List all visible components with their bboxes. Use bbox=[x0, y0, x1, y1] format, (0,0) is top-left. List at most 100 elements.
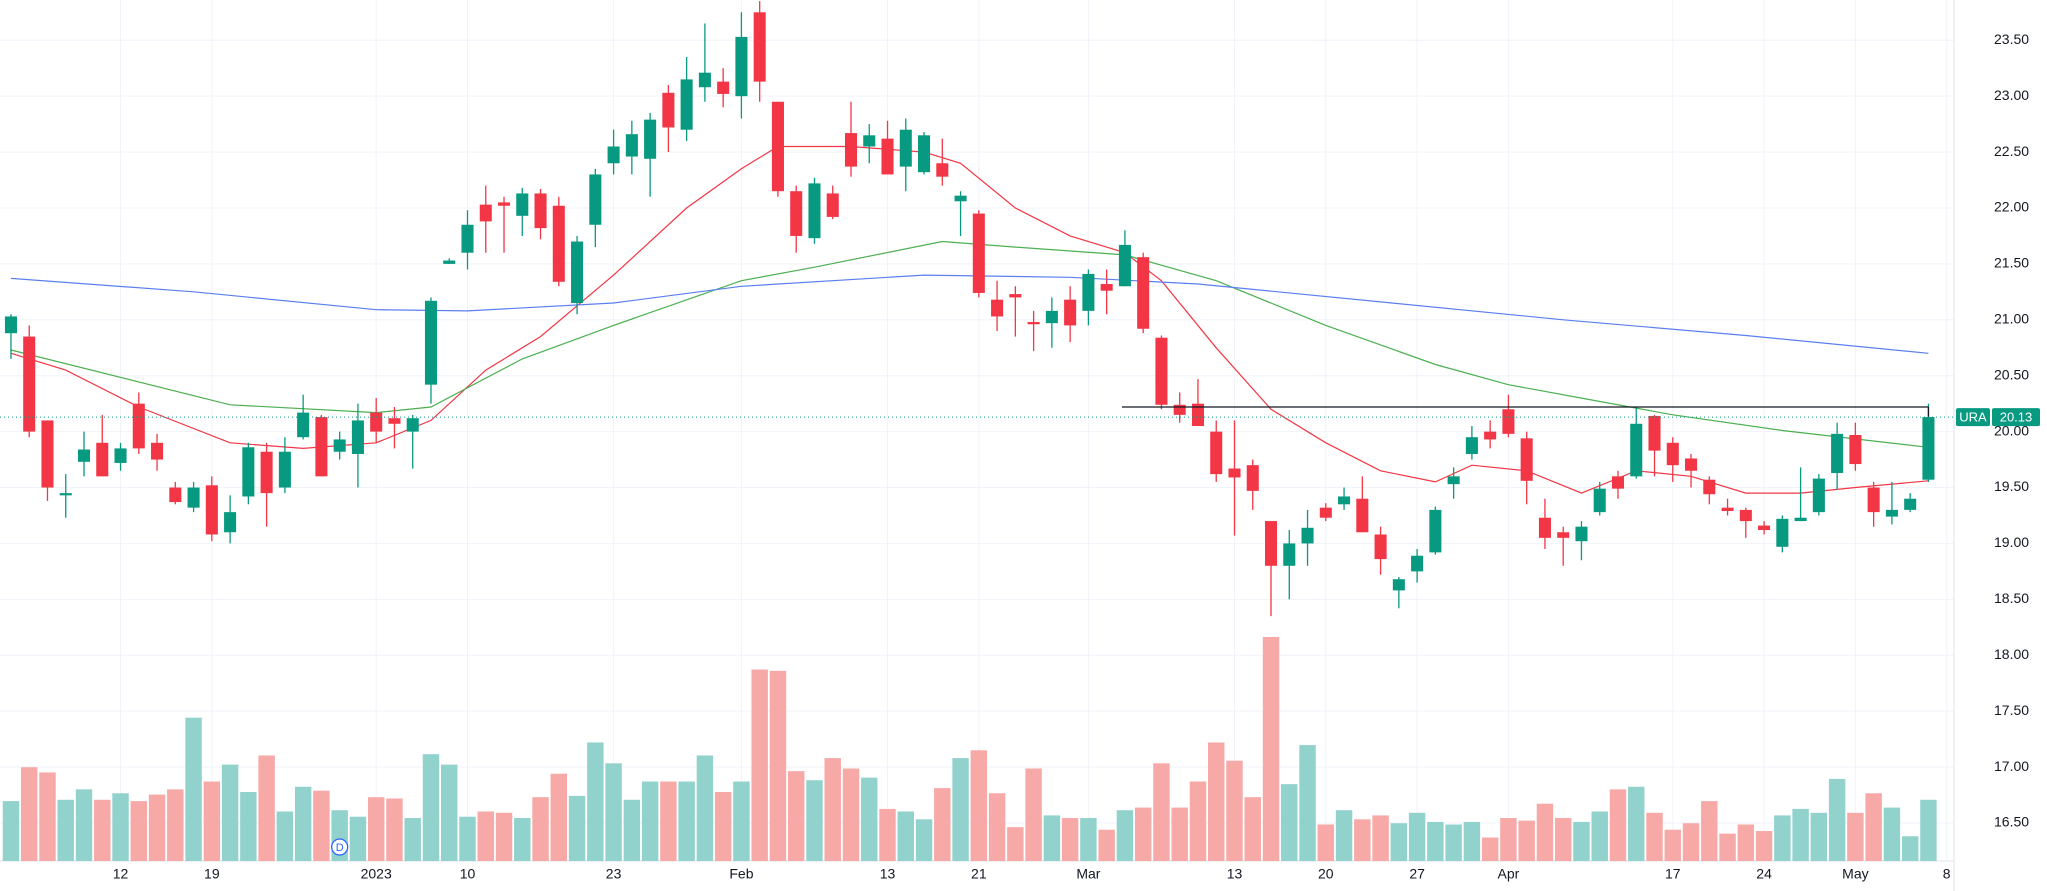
candle-body bbox=[1155, 337, 1168, 405]
candle-body bbox=[1484, 431, 1497, 440]
volume-bar bbox=[349, 816, 367, 861]
candle-body bbox=[972, 213, 985, 293]
candle-body bbox=[1465, 437, 1478, 454]
volume-bar bbox=[21, 767, 38, 861]
candle-body bbox=[388, 418, 401, 424]
candle-body bbox=[205, 485, 218, 535]
volume-bar bbox=[1755, 831, 1773, 861]
x-tick-label: 17 bbox=[1665, 866, 1681, 882]
volume-bar bbox=[1901, 836, 1919, 861]
candle-body bbox=[589, 174, 602, 225]
y-tick-label: 21.50 bbox=[1994, 255, 2029, 271]
volume-bar bbox=[842, 768, 860, 861]
x-tick-label: 21 bbox=[971, 866, 987, 882]
volume-bar bbox=[94, 799, 111, 861]
candle-body bbox=[1045, 310, 1058, 324]
candle-body bbox=[41, 420, 54, 488]
volume-bar bbox=[1628, 786, 1645, 861]
candle-body bbox=[698, 72, 711, 88]
x-tick-label: 13 bbox=[880, 866, 896, 882]
volume-bar bbox=[1445, 824, 1462, 861]
candle-body bbox=[1611, 476, 1625, 489]
candle-body bbox=[424, 300, 438, 385]
volume-bar bbox=[1171, 807, 1188, 861]
volume-bar bbox=[221, 764, 239, 861]
volume-bar bbox=[1810, 812, 1828, 861]
volume-bar bbox=[57, 799, 74, 861]
y-tick-label: 17.50 bbox=[1994, 702, 2029, 718]
volume-bar bbox=[641, 781, 659, 861]
candle-body bbox=[1648, 415, 1661, 451]
volume-bar bbox=[148, 794, 166, 861]
volume-bar bbox=[477, 811, 494, 861]
x-tick-label: 13 bbox=[1227, 866, 1243, 882]
candle-body bbox=[297, 412, 310, 438]
candle-body bbox=[863, 135, 876, 147]
x-tick-label: 10 bbox=[460, 866, 476, 882]
candle-body bbox=[1027, 322, 1040, 325]
volume-bar bbox=[1664, 829, 1681, 861]
symbol-tag-text: URA bbox=[1959, 410, 1987, 425]
candle-body bbox=[1593, 488, 1606, 513]
candle-body bbox=[370, 412, 383, 432]
volume-bar bbox=[1865, 793, 1882, 861]
candle-body bbox=[315, 417, 328, 477]
candle-body bbox=[1210, 431, 1223, 475]
volume-bar bbox=[660, 781, 677, 861]
y-tick-label: 21.00 bbox=[1994, 311, 2029, 327]
candle-body bbox=[680, 79, 693, 130]
y-tick-label: 20.50 bbox=[1994, 366, 2029, 382]
candle-body bbox=[644, 119, 657, 159]
candle-body bbox=[1429, 509, 1442, 553]
candle-body bbox=[625, 134, 638, 157]
x-tick-label: 19 bbox=[204, 866, 220, 882]
dividend-marker-label: D bbox=[336, 842, 344, 854]
candle-body bbox=[1301, 527, 1314, 544]
candle-body bbox=[1538, 517, 1551, 538]
candle-body bbox=[260, 451, 273, 494]
volume-bar bbox=[1774, 815, 1791, 861]
volume-bar bbox=[1828, 778, 1846, 861]
candle-body bbox=[443, 260, 456, 264]
candle-body bbox=[1758, 525, 1771, 531]
x-tick-label: May bbox=[1842, 866, 1868, 882]
candle-body bbox=[1137, 257, 1150, 329]
volume-bar bbox=[112, 793, 129, 861]
volume-bar bbox=[1354, 819, 1371, 861]
candle-body bbox=[1630, 423, 1643, 477]
candle-body bbox=[717, 81, 730, 94]
candle-body bbox=[1411, 555, 1424, 572]
candle-body bbox=[1502, 409, 1515, 434]
candle-body bbox=[1721, 507, 1734, 512]
volume-bar bbox=[1025, 768, 1042, 861]
volume-bar bbox=[623, 799, 641, 861]
candle-body bbox=[4, 316, 17, 334]
candle-body bbox=[77, 449, 91, 462]
y-tick-label: 22.50 bbox=[1994, 143, 2029, 159]
x-tick-label: 20 bbox=[1318, 866, 1334, 882]
candle-body bbox=[1082, 273, 1095, 311]
volume-bar bbox=[1883, 807, 1901, 861]
candle-body bbox=[1064, 299, 1077, 326]
candle-body bbox=[96, 442, 109, 477]
candle-body bbox=[1739, 509, 1752, 522]
volume-bar bbox=[313, 790, 330, 861]
volume-bar bbox=[550, 773, 568, 861]
volume-bar bbox=[495, 812, 513, 861]
volume-bar bbox=[751, 669, 768, 861]
volume-bar bbox=[769, 670, 787, 861]
volume-bar bbox=[1335, 810, 1353, 861]
volume-bar bbox=[1609, 789, 1627, 861]
candle-body bbox=[991, 299, 1004, 317]
candle-body bbox=[753, 12, 766, 82]
volume-bar bbox=[1299, 745, 1316, 861]
volume-bar bbox=[1153, 763, 1170, 861]
volume-bar bbox=[605, 763, 622, 861]
candle-body bbox=[1191, 403, 1204, 427]
volume-bar bbox=[1847, 812, 1864, 861]
candle-body bbox=[899, 129, 912, 167]
candle-body bbox=[552, 205, 565, 282]
candle-body bbox=[1575, 526, 1588, 542]
y-tick-label: 18.00 bbox=[1994, 646, 2029, 662]
candle-body bbox=[1685, 458, 1698, 471]
